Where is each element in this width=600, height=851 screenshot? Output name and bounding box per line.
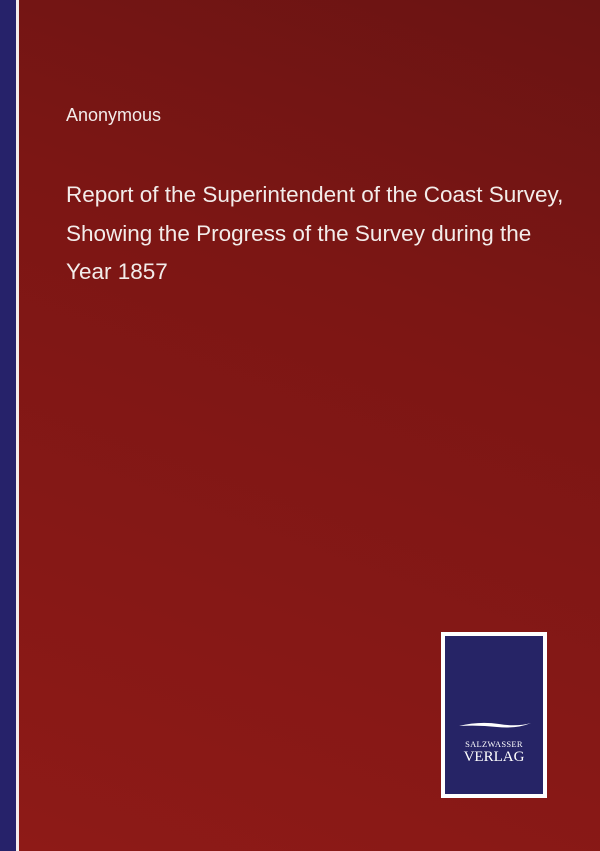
publisher-logo: SALZWASSER VERLAG — [441, 632, 547, 798]
logo-panel: SALZWASSER VERLAG — [445, 636, 543, 794]
publisher-name-line2: VERLAG — [463, 749, 525, 765]
publisher-name-line1: SALZWASSER — [465, 739, 523, 749]
spine-stripe — [0, 0, 16, 851]
author-name: Anonymous — [66, 105, 162, 125]
book-title: Report of the Superintendent of the Coas… — [66, 182, 564, 284]
wave-icon — [459, 722, 531, 728]
spine-divider — [16, 0, 19, 851]
